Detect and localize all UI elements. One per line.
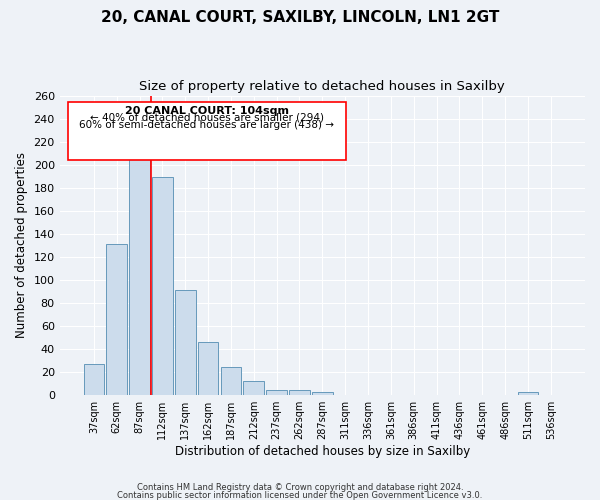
Bar	[312, 392, 332, 394]
Bar	[244, 381, 264, 394]
Bar	[289, 390, 310, 394]
Text: ← 40% of detached houses are smaller (294): ← 40% of detached houses are smaller (29…	[90, 113, 324, 123]
Text: 20 CANAL COURT: 104sqm: 20 CANAL COURT: 104sqm	[125, 106, 289, 116]
Title: Size of property relative to detached houses in Saxilby: Size of property relative to detached ho…	[139, 80, 505, 93]
Bar	[106, 244, 127, 394]
Text: 60% of semi-detached houses are larger (438) →: 60% of semi-detached houses are larger (…	[79, 120, 334, 130]
Text: 20, CANAL COURT, SAXILBY, LINCOLN, LN1 2GT: 20, CANAL COURT, SAXILBY, LINCOLN, LN1 2…	[101, 10, 499, 25]
Y-axis label: Number of detached properties: Number of detached properties	[15, 152, 28, 338]
Bar	[175, 290, 196, 395]
Text: Contains public sector information licensed under the Open Government Licence v3: Contains public sector information licen…	[118, 490, 482, 500]
Bar	[266, 390, 287, 394]
Bar	[221, 367, 241, 394]
Bar	[129, 151, 150, 394]
Bar	[198, 342, 218, 394]
Bar	[83, 364, 104, 394]
Bar	[152, 177, 173, 394]
X-axis label: Distribution of detached houses by size in Saxilby: Distribution of detached houses by size …	[175, 444, 470, 458]
FancyBboxPatch shape	[68, 102, 346, 160]
Bar	[518, 392, 538, 394]
Text: Contains HM Land Registry data © Crown copyright and database right 2024.: Contains HM Land Registry data © Crown c…	[137, 484, 463, 492]
